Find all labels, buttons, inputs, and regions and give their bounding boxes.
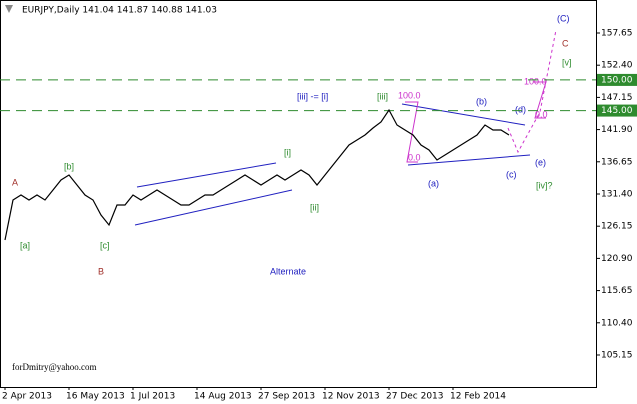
annotation: 0.0: [408, 152, 421, 162]
annotation: 100.0: [524, 76, 547, 86]
level-label-bg: [597, 104, 637, 117]
plot-frame: [0, 0, 597, 388]
y-tick-label: 105.15: [601, 350, 633, 360]
annotation: 0.0: [535, 109, 548, 119]
x-tick-label: 12 Feb 2014: [450, 392, 506, 402]
annotation: (b): [476, 96, 487, 106]
y-tick-label: 110.40: [601, 318, 633, 328]
y-tick-label: 136.65: [601, 157, 633, 167]
x-tick-label: 27 Sep 2013: [258, 392, 315, 402]
x-tick-label: 2 Apr 2013: [2, 392, 52, 402]
x-tick-label: 12 Nov 2013: [322, 392, 380, 402]
level-label-bg: [597, 73, 637, 86]
chart-title: EURJPY,Daily 141.04 141.87 140.88 141.03: [22, 6, 217, 16]
fib-boxes: [405, 29, 557, 163]
annotation: forDmitry@yahoo.com: [12, 362, 97, 372]
annotation: (a): [428, 178, 439, 188]
annotations: A [a] [b] [c] B [i] [ii] [iii] [iii] -= …: [12, 13, 572, 372]
annotation: [c]: [100, 240, 110, 250]
annotation: (e): [535, 157, 546, 167]
annotation: [b]: [64, 161, 74, 171]
y-tick-label: 120.90: [601, 254, 633, 264]
x-tick-label: 1 Jul 2013: [130, 392, 175, 402]
annotation: (C): [557, 13, 570, 23]
annotation: C: [562, 38, 569, 48]
annotation: (c): [506, 169, 517, 179]
x-tick-label: 27 Dec 2013: [386, 392, 444, 402]
annotation: [iii] -= [i]: [297, 91, 328, 101]
level-label: 145.00: [601, 106, 633, 116]
annotation: A: [12, 177, 18, 187]
annotation: [iv]?: [536, 180, 553, 190]
trendlines: [134, 103, 531, 226]
annotation: B: [98, 266, 104, 276]
icon: [5, 5, 13, 13]
y-tick-label: 115.65: [601, 286, 633, 296]
y-tick-label: 157.65: [601, 28, 633, 38]
y-tick-label: 131.40: [601, 189, 633, 199]
annotation: [a]: [20, 240, 30, 250]
y-tick-label: 141.90: [601, 125, 633, 135]
annotation: [iii]: [377, 91, 388, 101]
y-tick-label: 126.15: [601, 222, 633, 232]
annotation: [v]: [562, 57, 572, 67]
level-label: 150.00: [601, 75, 633, 85]
annotation: (d): [515, 104, 526, 114]
annotation: [ii]: [310, 202, 319, 212]
price-line: [4, 108, 510, 241]
annotation: Alternate: [270, 266, 306, 276]
annotation: 100.0: [398, 90, 421, 100]
y-tick-label: 147.15: [601, 93, 633, 103]
annotation: [i]: [284, 147, 291, 157]
y-tick-label: 152.40: [601, 61, 633, 71]
x-tick-label: 16 May 2013: [66, 392, 125, 402]
x-tick-label: 14 Aug 2013: [194, 392, 252, 402]
